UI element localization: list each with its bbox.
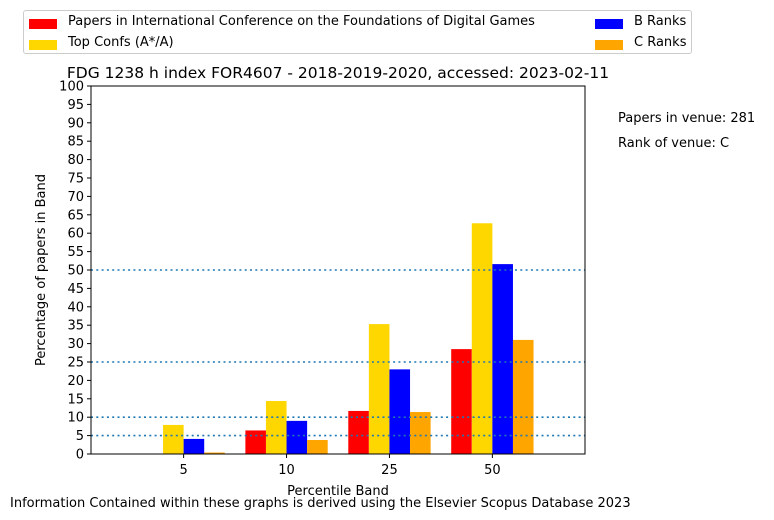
bar-top-10 [265, 401, 287, 454]
papers-in-venue-note: Papers in venue: 281 [618, 111, 756, 126]
legend-label-c-ranks: C Ranks [634, 35, 687, 50]
y-tick-label-15: 15 [67, 392, 84, 407]
y-tick-label-25: 25 [67, 356, 84, 371]
x-tick-label-25: 25 [381, 463, 398, 478]
legend-label-venue: Papers in International Conference on th… [68, 14, 535, 29]
bar-c-50 [512, 339, 534, 454]
bar-papers-50 [451, 349, 472, 454]
bar-papers-10 [245, 430, 266, 454]
y-tick-label-35: 35 [67, 319, 84, 334]
bar-b-25 [389, 369, 411, 454]
legend-swatch-b-ranks [595, 19, 623, 29]
y-tick-label-50: 50 [67, 264, 84, 279]
bar-top-25 [368, 324, 390, 454]
y-tick-label-80: 80 [67, 153, 84, 168]
y-axis-label: Percentage of papers in Band [34, 174, 49, 366]
bar-c-5 [204, 452, 225, 454]
y-tick-label-60: 60 [67, 227, 84, 242]
legend-swatch-top-confs [29, 40, 57, 50]
y-tick-label-95: 95 [67, 98, 84, 113]
y-tick-label-70: 70 [67, 190, 84, 205]
y-tick-label-40: 40 [67, 300, 84, 315]
bar-b-50 [492, 264, 513, 454]
y-tick-label-90: 90 [67, 116, 84, 131]
bar-b-10 [286, 420, 308, 454]
y-tick-label-85: 85 [67, 135, 84, 150]
legend-label-top-confs: Top Confs (A*/A) [68, 35, 174, 50]
y-tick-label-45: 45 [67, 282, 84, 297]
x-axis-label: Percentile Band [287, 484, 389, 499]
x-tick-label-50: 50 [484, 463, 501, 478]
legend-swatch-venue [29, 19, 57, 29]
rank-of-venue-note: Rank of venue: C [618, 136, 730, 151]
bar-top-50 [471, 223, 493, 454]
legend-label-b-ranks: B Ranks [634, 14, 687, 29]
y-tick-label-75: 75 [67, 172, 84, 187]
chart-legend: Papers in International Conference on th… [23, 10, 692, 54]
y-tick-label-20: 20 [67, 374, 84, 389]
data-source-footer: Information Contained within these graph… [10, 496, 631, 511]
y-tick-label-5: 5 [76, 429, 84, 444]
bar-top-5 [163, 424, 184, 454]
bar-papers-25 [348, 410, 369, 454]
x-tick-label-10: 10 [278, 463, 295, 478]
y-tick-label-55: 55 [67, 245, 84, 260]
legend-swatch-c-ranks [595, 40, 623, 50]
y-tick-label-0: 0 [76, 448, 84, 463]
y-tick-label-65: 65 [67, 208, 84, 223]
y-tick-label-10: 10 [67, 411, 84, 426]
x-tick-label-5: 5 [179, 463, 187, 478]
plot-area: 0 5 10 15 20 25 30 35 40 45 50 55 60 65 70 75 80 85 90 95 10… [59, 80, 586, 478]
bar-c-10 [307, 440, 328, 454]
bar-b-5 [183, 438, 205, 454]
y-tick-label-100: 100 [59, 80, 84, 95]
y-tick-label-30: 30 [67, 337, 84, 352]
bar-c-25 [410, 412, 431, 454]
chart-title: FDG 1238 h index FOR4607 - 2018-2019-202… [67, 64, 609, 82]
